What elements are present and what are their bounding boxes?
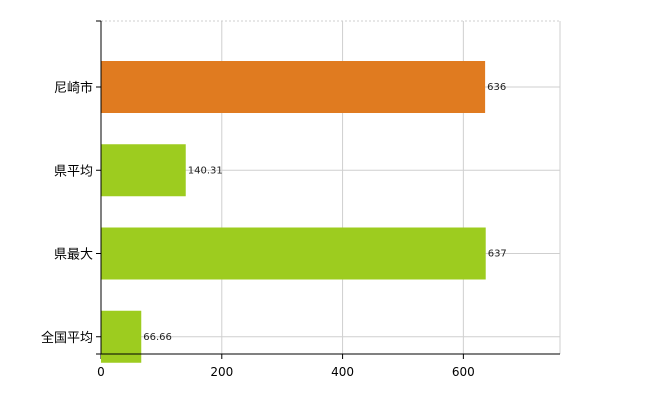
data-label: 140.31 [188, 165, 223, 176]
category-label: 全国平均 [41, 330, 93, 346]
bar [101, 144, 186, 197]
category-label: 県平均 [54, 164, 93, 179]
bar [101, 61, 486, 113]
bar [101, 227, 486, 280]
data-label: 637 [488, 249, 507, 260]
category-label: 県最大 [54, 248, 93, 263]
x-tick-label: 400 [331, 365, 354, 379]
x-tick-label: 200 [210, 365, 233, 379]
data-label: 636 [487, 82, 506, 93]
bar [101, 310, 142, 363]
x-tick-label: 600 [452, 365, 475, 379]
category-label: 尼崎市 [54, 80, 93, 96]
data-label: 66.66 [143, 332, 172, 343]
x-tick-label: 0 [97, 365, 105, 379]
